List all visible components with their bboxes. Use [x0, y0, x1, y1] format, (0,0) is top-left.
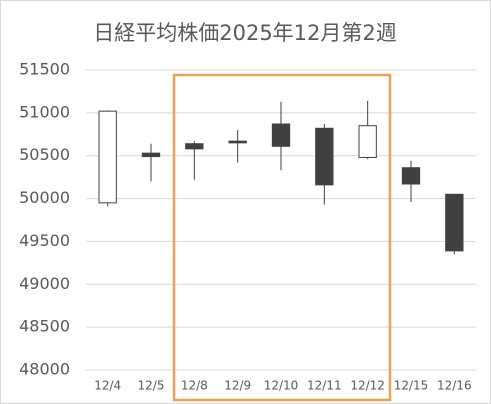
x-tick-label: 12/11 — [307, 379, 342, 393]
candle-body — [445, 193, 464, 252]
candle-body — [315, 127, 334, 186]
x-tick-label: 12/15 — [394, 379, 429, 393]
y-tick-label: 49000 — [19, 274, 70, 293]
chart-title: 日経平均株価2025年12月第2週 — [93, 21, 397, 45]
y-tick-label: 51000 — [19, 102, 70, 121]
y-tick-label: 50500 — [19, 145, 70, 164]
candle-body — [228, 140, 247, 144]
candle-body — [401, 167, 421, 185]
candle-body — [271, 123, 291, 147]
candle-body — [185, 143, 204, 150]
x-tick-label: 12/5 — [138, 379, 165, 393]
x-tick-label: 12/9 — [224, 379, 251, 393]
y-tick-label: 49500 — [19, 231, 70, 250]
candle-body — [141, 152, 161, 158]
x-tick-label: 12/4 — [94, 379, 121, 393]
x-tick-label: 12/12 — [350, 379, 385, 393]
highlight-box — [172, 73, 392, 402]
y-tick-label: 51500 — [19, 60, 70, 79]
y-tick-label: 48000 — [19, 360, 70, 379]
plot-area: 48000 48500 49000 49500 50000 50500 51000 51500… — [19, 60, 476, 393]
x-tick-label: 12/10 — [264, 379, 299, 393]
candle-body — [98, 110, 117, 204]
y-tick-label: 48500 — [19, 317, 70, 336]
x-tick-label: 12/16 — [437, 379, 472, 393]
y-tick-label: 50000 — [19, 188, 70, 207]
candle-body — [358, 125, 377, 158]
x-tick-label: 12/8 — [181, 379, 208, 393]
